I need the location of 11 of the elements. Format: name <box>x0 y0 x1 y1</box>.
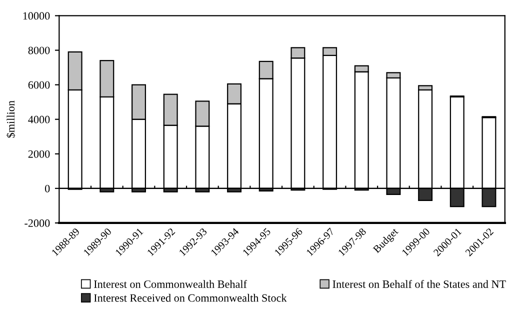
y-tick-label: 4000 <box>28 116 50 124</box>
legend-label: Interest Received on Commonwealth Stock <box>94 294 287 302</box>
y-tick-label: 8000 <box>28 46 50 54</box>
y-tick-label: 10000 <box>23 12 50 20</box>
legend-label: Interest on Commonwealth Behalf <box>94 280 247 288</box>
y-tick-label: 6000 <box>28 81 50 89</box>
y-axis-title: $million <box>6 100 16 138</box>
y-tick-label: 0 <box>45 184 50 192</box>
legend-label: Interest on Behalf of the States and NT <box>332 280 506 288</box>
y-tick-label: -2000 <box>24 219 50 227</box>
y-tick-label: 2000 <box>28 150 50 158</box>
